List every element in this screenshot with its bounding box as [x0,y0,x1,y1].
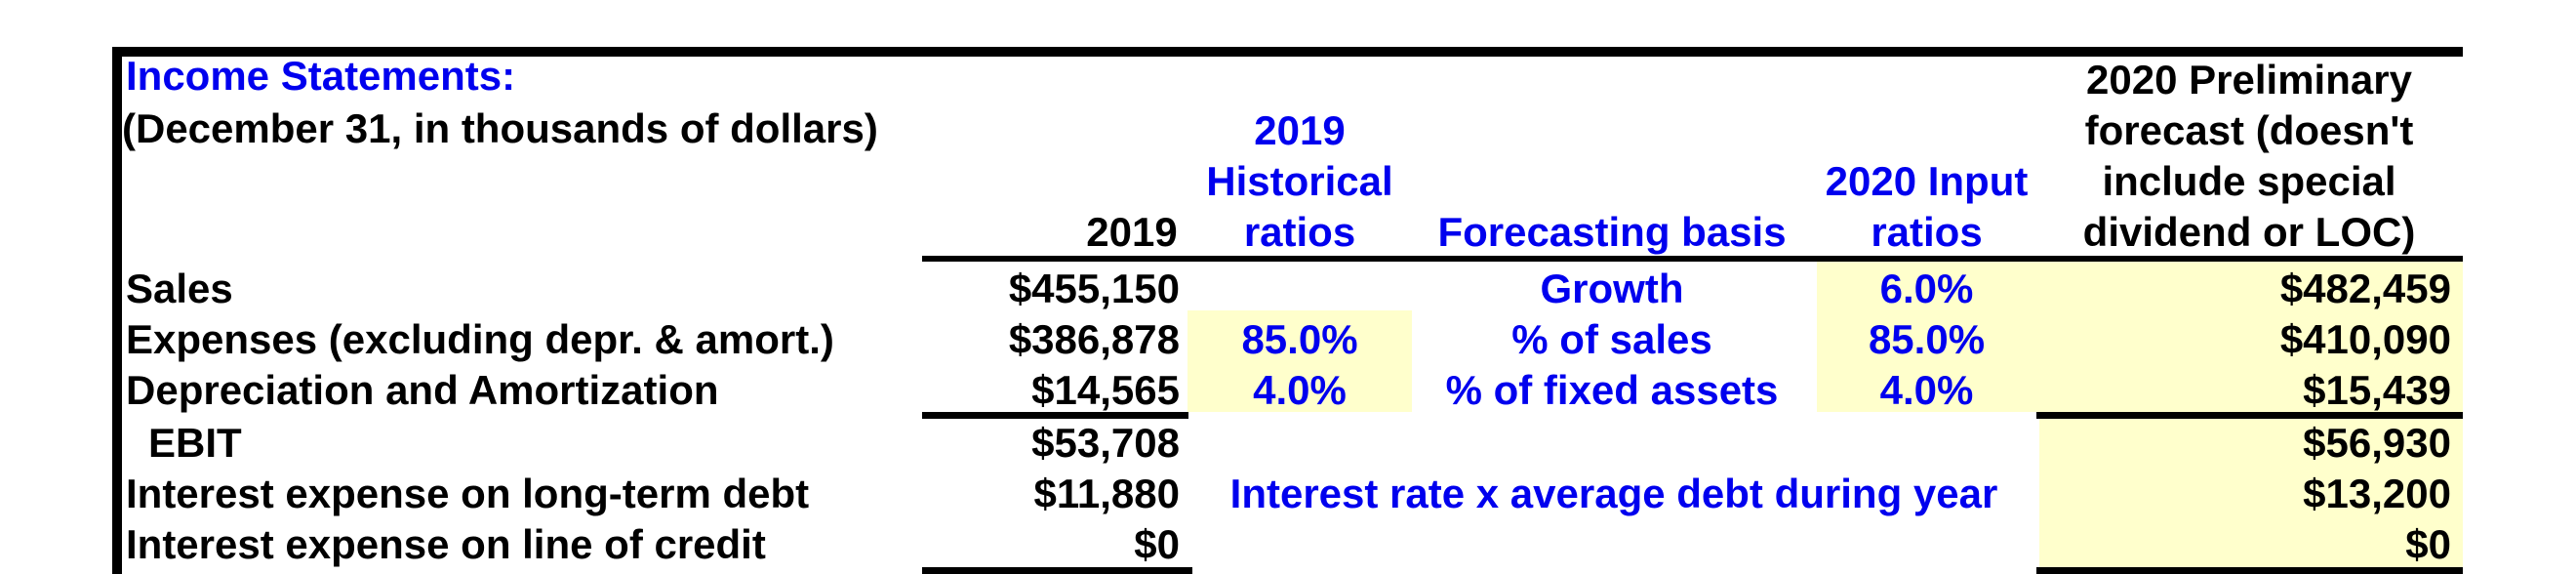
row-label-expenses: Expenses (excluding depr. & amort.) [126,316,834,362]
col-header-forecast-line3: include special [2102,158,2396,204]
cell-expenses-basis: % of sales [1511,316,1712,362]
bottom-line-forecast [2036,567,2463,574]
cell-expenses-forecast[interactable]: $410,090 [2279,316,2451,362]
cell-expenses-input-ratio[interactable]: 85.0% [1868,316,1986,362]
cell-expenses-2019[interactable]: $386,878 [1008,316,1180,362]
col-header-historical-line1: 2019 [1254,107,1346,153]
col-header-2019: 2019 [1086,209,1178,255]
cell-ebit-forecast[interactable]: $56,930 [2303,420,2451,466]
cell-expenses-historical-ratio[interactable]: 85.0% [1241,316,1358,362]
cell-depreciation-historical-ratio[interactable]: 4.0% [1253,367,1347,413]
cell-sales-forecast[interactable]: $482,459 [2279,266,2451,311]
cell-interest-ltd-forecast[interactable]: $13,200 [2303,471,2451,516]
cell-sales-basis: Growth [1540,266,1684,311]
cell-depreciation-basis: % of fixed assets [1445,367,1779,413]
bottom-line-2019 [922,567,1192,574]
subtotal-line-forecast [2036,412,2463,419]
cell-interest-ltd-2019[interactable]: $11,880 [1033,471,1180,516]
row-label-depreciation: Depreciation and Amortization [126,367,719,413]
cell-interest-loc-2019[interactable]: $0 [1134,521,1180,567]
row-label-ebit: EBIT [148,420,242,466]
col-header-historical-line3: ratios [1243,209,1356,255]
sheet-subtitle: (December 31, in thousands of dollars) [122,105,878,151]
sheet-title: Income Statements: [126,53,516,99]
cell-sales-input-ratio[interactable]: 6.0% [1879,266,1974,311]
col-header-forecast-line4: dividend or LOC) [2082,209,2416,255]
cell-depreciation-2019[interactable]: $14,565 [1031,367,1180,413]
header-underline [922,256,2463,262]
subtotal-line-2019 [922,412,1188,419]
forecast-lower-highlight [2039,419,2463,567]
col-header-forecasting-basis: Forecasting basis [1437,209,1787,255]
input-ratios-forecast-highlight [1817,262,2463,412]
cell-ebit-2019[interactable]: $53,708 [1031,420,1180,466]
box-left-border [112,47,122,574]
cell-depreciation-forecast[interactable]: $15,439 [2303,367,2451,413]
cell-interest-ltd-note: Interest rate x average debt during year [1229,471,1998,516]
row-label-interest-loc: Interest expense on line of credit [126,521,766,567]
box-top-border [112,47,2463,57]
row-label-sales: Sales [126,266,233,311]
col-header-forecast-line2: forecast (doesn't [2084,107,2414,153]
col-header-input-line1: 2020 Input [1825,158,2029,204]
cell-depreciation-input-ratio[interactable]: 4.0% [1879,367,1974,413]
col-header-input-line2: ratios [1871,209,1983,255]
cell-sales-2019[interactable]: $455,150 [1008,266,1180,311]
row-label-interest-ltd: Interest expense on long-term debt [126,471,810,516]
historical-ratios-highlight [1187,310,1412,412]
col-header-forecast-line1: 2020 Preliminary [2086,57,2412,102]
col-header-historical-line2: Historical [1206,158,1393,204]
cell-interest-loc-forecast[interactable]: $0 [2405,521,2451,567]
